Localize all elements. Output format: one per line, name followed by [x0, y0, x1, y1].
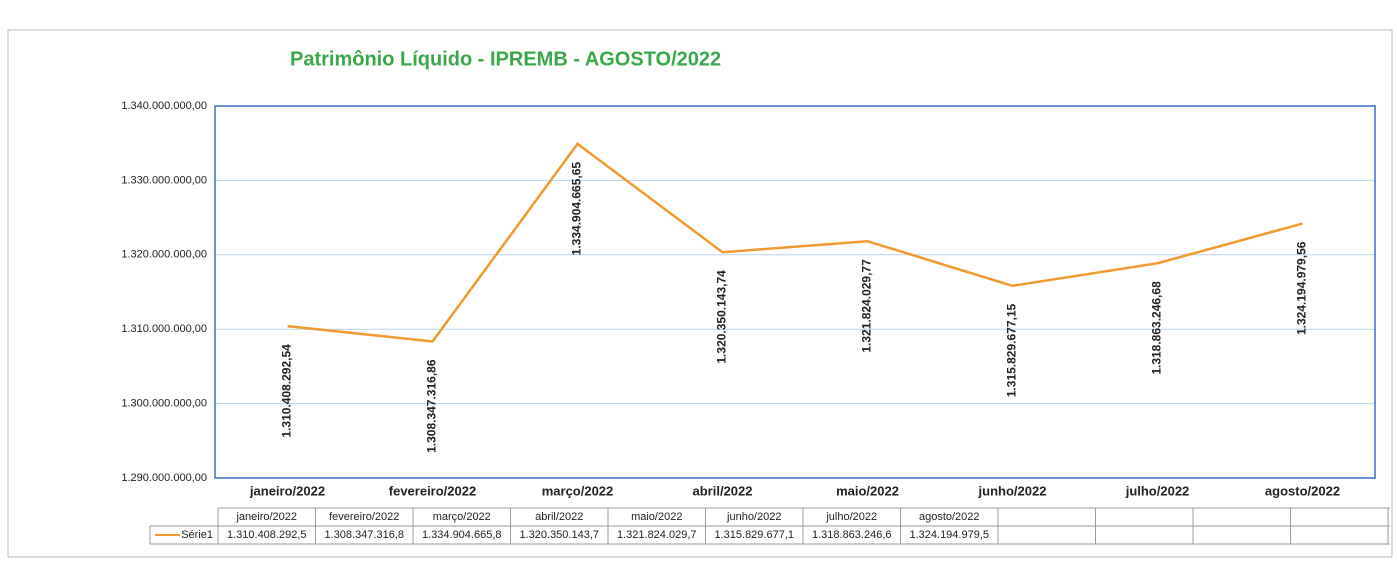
table-header: julho/2022 [825, 511, 877, 523]
table-cell: 1.308.347.316,8 [324, 529, 404, 541]
data-label: 1.310.408.292,54 [280, 344, 294, 438]
data-label: 1.321.824.029,77 [860, 259, 874, 353]
x-tick-label: março/2022 [542, 483, 614, 498]
x-tick-label: janeiro/2022 [249, 483, 325, 498]
line [287, 142, 1303, 343]
table-cell: 1.334.904.665,8 [422, 529, 502, 541]
x-tick-label: agosto/2022 [1265, 483, 1340, 498]
data-label: 1.318.863.246,68 [1150, 281, 1164, 375]
y-tick-label: 1.300.000.000,00 [121, 398, 207, 410]
data-label: 1.315.829.677,15 [1005, 304, 1019, 398]
x-tick-label: maio/2022 [836, 483, 899, 498]
chart-frame [7, 29, 1393, 558]
table-cell: 1.321.824.029,7 [617, 529, 697, 541]
y-tick-label: 1.340.000.000,00 [121, 100, 207, 112]
table-header: maio/2022 [631, 511, 682, 523]
legend-label: Série1 [181, 529, 213, 541]
table-header: junho/2022 [726, 511, 781, 523]
data-label: 1.334.904.665,65 [570, 162, 584, 256]
y-tick-label: 1.310.000.000,00 [121, 323, 207, 335]
table-header: abril/2022 [535, 511, 583, 523]
table-cell: 1.320.350.143,7 [519, 529, 599, 541]
table-cell: 1.318.863.246,6 [812, 529, 892, 541]
y-tick-label: 1.320.000.000,00 [121, 249, 207, 261]
x-tick-label: fevereiro/2022 [389, 483, 476, 498]
chart-title: Patrimônio Líquido - IPREMB - AGOSTO/202… [290, 48, 721, 70]
y-tick-label: 1.330.000.000,00 [121, 174, 207, 186]
y-tick-label: 1.290.000.000,00 [121, 472, 207, 484]
data-label: 1.308.347.316,86 [425, 359, 439, 453]
table-header: agosto/2022 [919, 511, 980, 523]
data-label: 1.320.350.143,74 [715, 270, 729, 364]
table-cell: 1.324.194.979,5 [909, 529, 989, 541]
table-cell: 1.310.408.292,5 [227, 529, 307, 541]
data-label: 1.324.194.979,56 [1295, 241, 1309, 335]
plot-area [214, 105, 1376, 479]
x-tick-label: abril/2022 [693, 483, 753, 498]
table-cell: 1.315.829.677,1 [714, 529, 794, 541]
table-header: fevereiro/2022 [329, 511, 399, 523]
x-tick-label: julho/2022 [1125, 483, 1190, 498]
table-header: janeiro/2022 [235, 511, 297, 523]
x-tick-label: junho/2022 [978, 483, 1047, 498]
table-header: março/2022 [433, 511, 491, 523]
